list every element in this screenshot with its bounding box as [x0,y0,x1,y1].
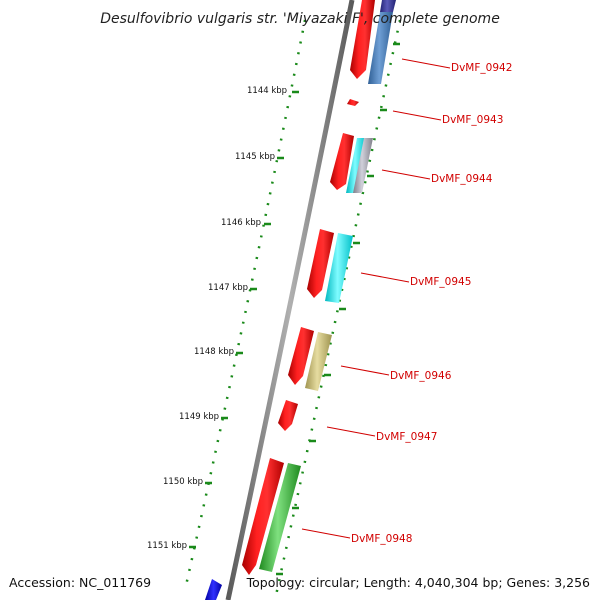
gene-block [205,579,222,600]
gene-label[interactable]: DvMF_0945 [410,276,471,288]
gene-label[interactable]: DvMF_0944 [431,173,493,185]
gene-label[interactable]: DvMF_0946 [390,370,452,382]
tick-label: 1145 kbp [235,152,275,162]
tick-label: 1146 kbp [221,218,261,228]
forward-genes [242,0,375,575]
gene-label[interactable]: DvMF_0942 [451,62,512,74]
gene-block [380,0,396,12]
gene-arrow [278,400,298,431]
map-title: Desulfovibrio vulgaris str. 'Miyazaki F'… [100,11,500,27]
accession-text: Accession: NC_011769 [9,575,151,590]
cog-genes [205,0,396,600]
gene-arrow [330,133,354,190]
tick-label: 1147 kbp [208,283,248,293]
tick-label: 1144 kbp [247,86,287,96]
label-leaders [301,58,451,539]
gene-block [305,332,332,391]
gene-arrow [288,327,314,385]
tick-label: 1149 kbp [179,412,219,422]
gene-label[interactable]: DvMF_0948 [351,533,412,545]
tick-marks [189,90,299,549]
tick-label: 1148 kbp [194,347,234,357]
tick-label: 1150 kbp [163,477,203,487]
gene-block [259,463,301,572]
gene-arrow [347,99,359,106]
tick-label: 1151 kbp [147,541,187,551]
gene-label[interactable]: DvMF_0947 [376,431,437,443]
gene-block [346,138,366,193]
tick-labels: 1144 kbp 1145 kbp 1146 kbp 1147 kbp 1148… [147,86,287,551]
gene-block [325,233,353,303]
outer-dotted-track [273,19,402,600]
gene-block [353,138,373,193]
gene-arrow [350,0,375,79]
gene-block [368,12,393,84]
genome-backbone [225,0,355,600]
outer-tick-marks [276,42,400,576]
genome-summary-text: Topology: circular; Length: 4,040,304 bp… [246,575,590,590]
gene-arrow [242,458,284,575]
gene-arrow [307,229,334,298]
gene-label[interactable]: DvMF_0943 [442,114,503,126]
gene-labels: DvMF_0942 DvMF_0943 DvMF_0944 DvMF_0945 … [351,62,512,545]
